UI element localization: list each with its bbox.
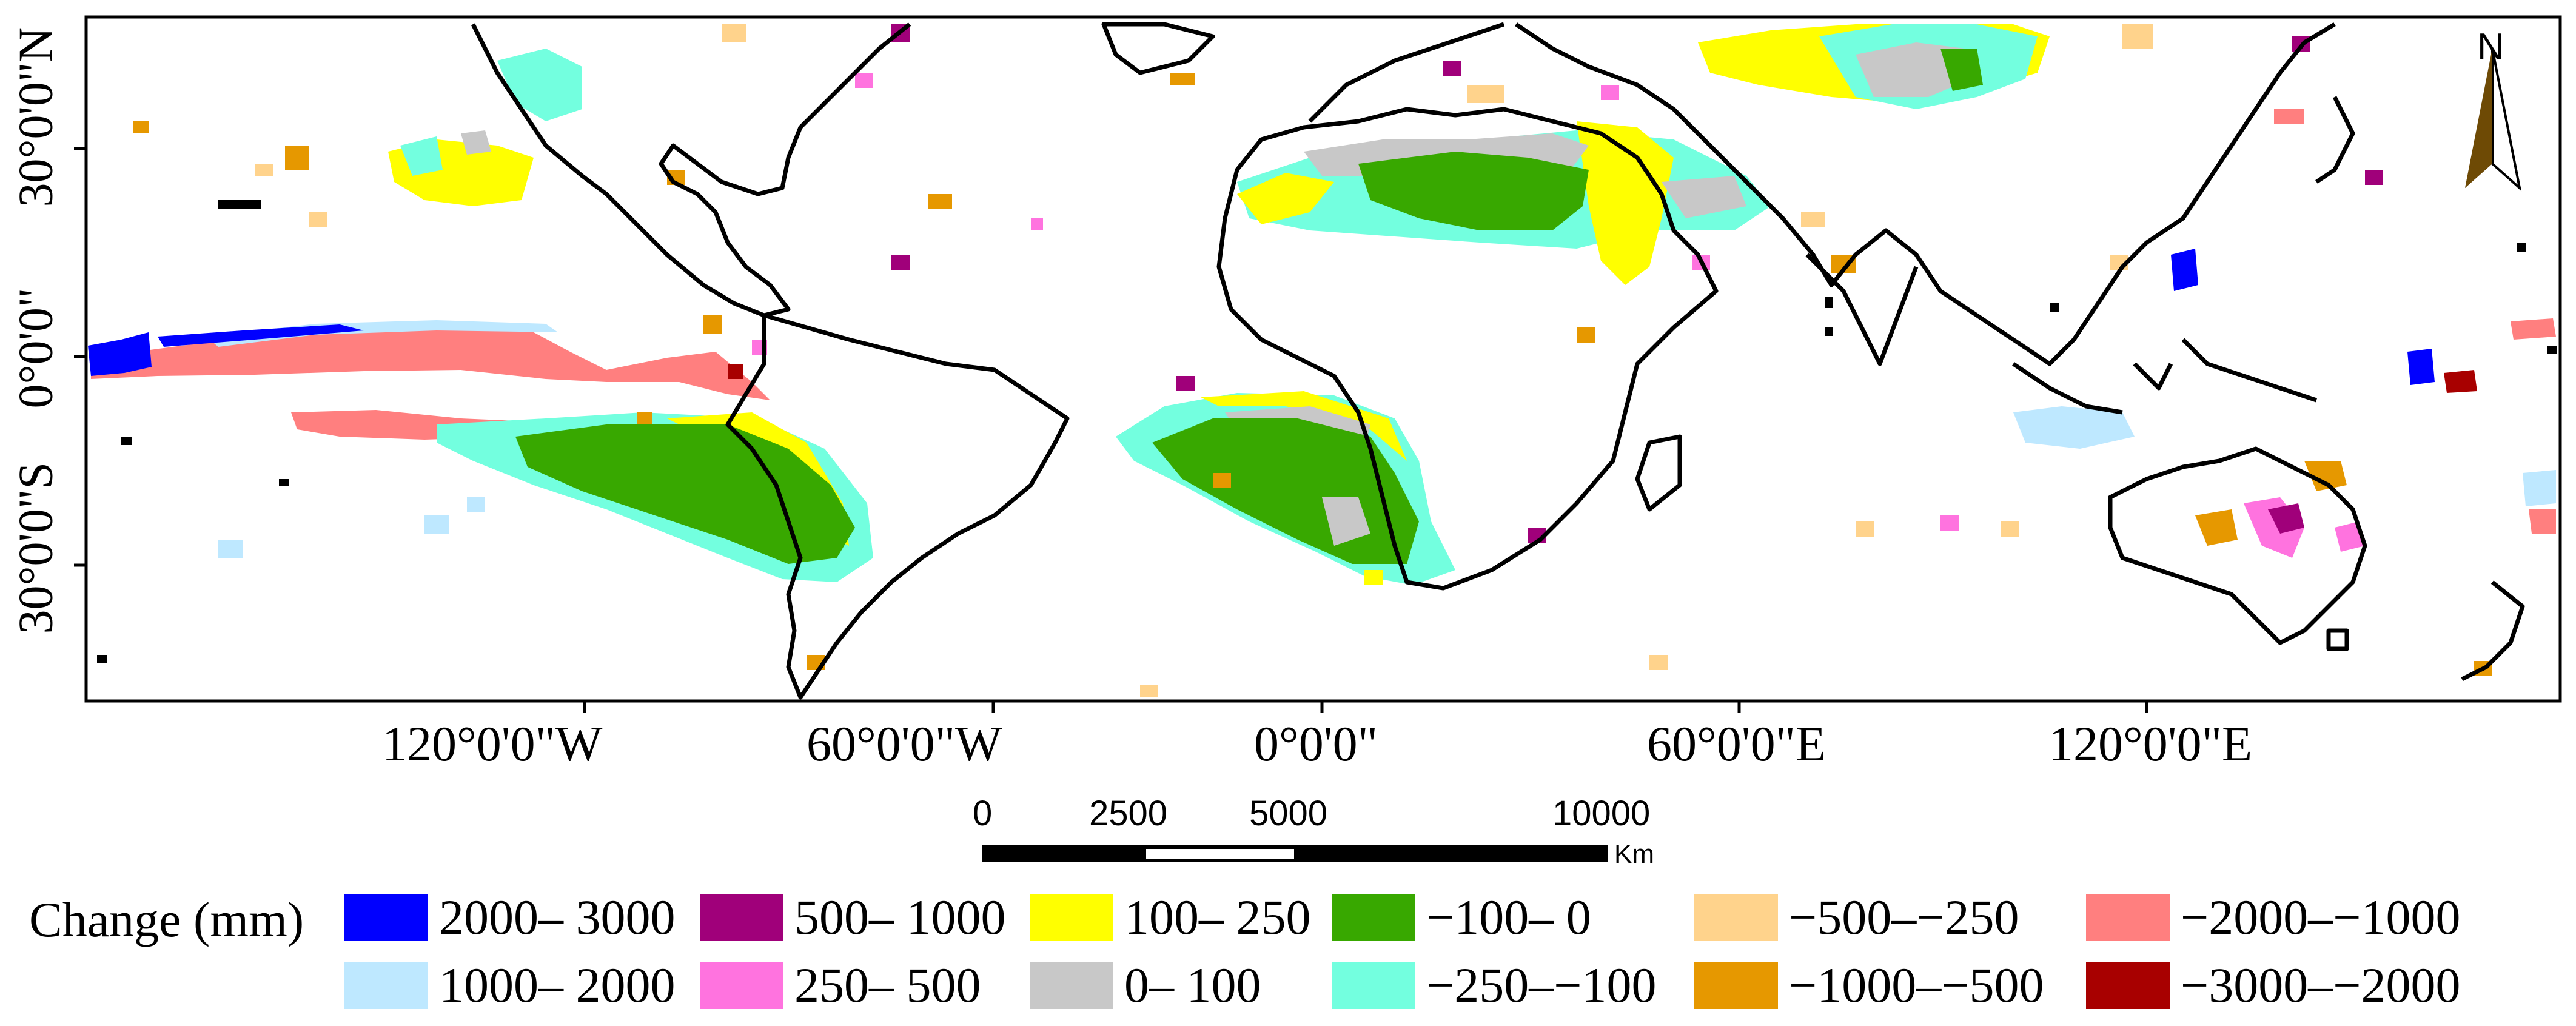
scale-tick-2500: 2500 [1089,794,1168,833]
legend-swatch [1332,962,1415,1009]
arabia-yellow [1577,121,1674,285]
legend-label: 100– 250 [1124,890,1311,945]
na-gray [461,130,491,155]
pacific-equatorial-decrease [91,324,770,400]
iran-gray [1662,176,1746,218]
lon-label-60w: 60°0'0"W [807,716,1002,771]
africa-coast [1216,107,1719,591]
legend-label: −100– 0 [1426,890,1591,945]
sea-blue [2171,249,2198,291]
legend-item: −250–−100 [1332,957,1657,1013]
legend-swatch [344,962,428,1009]
legend-swatch [1694,894,1778,941]
change-patches [88,24,2556,697]
scale-bar [982,845,1608,862]
casia-green [1940,49,1983,91]
legend-swatch [2086,894,2170,941]
legend-item: 500– 1000 [700,890,1006,945]
legend-item: 250– 500 [700,957,981,1013]
casia-gray [1856,42,1971,97]
lat-label-0: 0°0'0" [9,287,63,409]
pacific-blue-east [2407,349,2435,385]
pacific-blue-strip [158,324,364,347]
sa-plume-gray-2 [1322,497,1370,546]
legend-label: −1000–−500 [1789,957,2044,1013]
legend-swatch [2086,962,2170,1009]
legend-label: 500– 1000 [794,890,1006,945]
legend-label: −250–−100 [1426,957,1657,1013]
eurasia-coast [1308,22,2336,366]
tasmania-coast [2326,628,2349,651]
legend-title: Change (mm) [29,892,304,947]
north-arrow-icon [2465,48,2522,192]
pacific-red-east [2444,370,2477,393]
legend-label: −2000–−1000 [2181,890,2461,945]
legend-item: 2000– 3000 [344,890,676,945]
japan-coast [2315,96,2355,184]
coastlines [471,22,2525,700]
legend-item: −3000–−2000 [2086,957,2461,1013]
legend-item: 100– 250 [1030,890,1311,945]
south-america-coast [725,313,1070,700]
legend-item: −100– 0 [1332,890,1591,945]
legend-item: 1000– 2000 [344,957,676,1013]
scale-tick-10000: 10000 [1552,794,1651,833]
legend-swatch [700,894,783,941]
lon-label-60e: 60°0'0"E [1647,716,1826,771]
legend-label: −3000–−2000 [2181,957,2461,1013]
legend-swatch [1332,894,1415,941]
lat-label-30s: 30°0'0"S [9,461,63,634]
scale-tick-5000: 5000 [1249,794,1328,833]
legend-swatch [1694,962,1778,1009]
legend-item: 0– 100 [1030,957,1261,1013]
scale-unit: Km [1614,839,1654,869]
island-dots [97,200,2557,663]
lon-label-120w: 120°0'0"W [382,716,603,771]
aus-orange [2195,509,2238,546]
legend-label: 1000– 2000 [439,957,676,1013]
na-cyan-2 [400,136,443,176]
legend-swatch [700,962,783,1009]
frame-ticks [74,147,2148,713]
pacific-light-blue-strip [206,320,558,347]
greenland-coast [1101,22,1215,75]
aus-orange-2 [2304,461,2347,491]
indo-lightblue [2013,406,2135,449]
legend-label: 250– 500 [794,957,981,1013]
legend-label: 0– 100 [1124,957,1261,1013]
legend-item: −1000–−500 [1694,957,2044,1013]
east-pacific-red-2 [2529,509,2556,534]
sp-plume-yellow [667,412,849,546]
aus-purple [2268,503,2304,534]
indonesia-coast [2012,338,2318,415]
legend-label: 2000– 3000 [439,890,676,945]
north-america-coast [471,22,911,318]
legend-label: −500–−250 [1789,890,2019,945]
lat-label-30n: 30°0'0"N [9,27,63,207]
legend-item: −2000–−1000 [2086,890,2461,945]
scattered-patches [133,24,2492,697]
madagascar-coast [1635,434,1682,512]
australia-coast [2108,446,2367,645]
lon-label-120e: 120°0'0"E [2048,716,2253,771]
pacific-blue-west [88,332,152,376]
legend-swatch [1030,962,1113,1009]
sp-plume-green [515,424,855,564]
scale-tick-0: 0 [973,794,993,833]
legend-swatch [1030,894,1113,941]
sahara-yellow [1237,173,1334,224]
legend-item: −500–−250 [1694,890,2019,945]
east-pacific-red [2511,318,2556,340]
india-coast [1805,253,1919,366]
legend-swatch [344,894,428,941]
east-pacific-lightblue [2523,470,2556,506]
sahara-green [1358,152,1589,230]
new-zealand-coast [2461,580,2525,682]
north-label: N [2477,26,2504,68]
lon-label-0: 0°0'0" [1254,716,1378,771]
